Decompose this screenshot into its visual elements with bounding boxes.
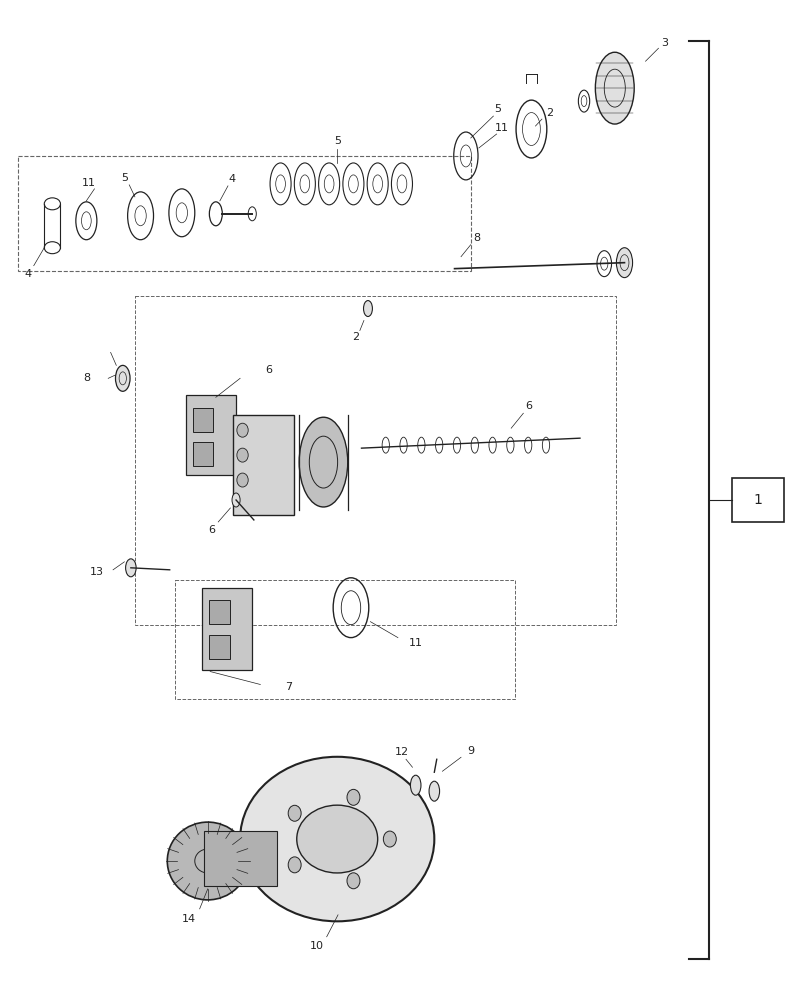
Circle shape bbox=[237, 423, 248, 437]
Bar bbox=[135, 296, 616, 625]
Text: 13: 13 bbox=[90, 567, 104, 577]
Text: 5: 5 bbox=[121, 173, 128, 183]
Text: 8: 8 bbox=[83, 373, 90, 383]
Ellipse shape bbox=[232, 493, 240, 507]
Bar bbox=[202, 588, 252, 670]
Circle shape bbox=[288, 805, 301, 821]
Text: 10: 10 bbox=[310, 941, 324, 951]
Bar bbox=[233, 415, 293, 515]
Ellipse shape bbox=[428, 781, 439, 801]
Ellipse shape bbox=[167, 822, 248, 900]
Circle shape bbox=[237, 448, 248, 462]
Text: 11: 11 bbox=[408, 638, 423, 648]
Text: 4: 4 bbox=[228, 174, 235, 184]
Ellipse shape bbox=[616, 248, 632, 278]
Text: 14: 14 bbox=[182, 914, 196, 924]
Bar bbox=[209, 635, 230, 659]
Bar bbox=[732, 478, 783, 522]
Bar bbox=[18, 156, 470, 271]
Bar bbox=[186, 395, 236, 475]
Bar bbox=[193, 442, 213, 466]
Text: 9: 9 bbox=[466, 746, 474, 756]
Ellipse shape bbox=[594, 52, 633, 124]
Bar bbox=[209, 600, 230, 624]
Text: 2: 2 bbox=[546, 108, 553, 118]
Circle shape bbox=[383, 831, 396, 847]
Text: 11: 11 bbox=[494, 123, 508, 133]
Circle shape bbox=[288, 857, 301, 873]
Text: 1: 1 bbox=[753, 493, 762, 507]
Text: 11: 11 bbox=[82, 178, 96, 188]
Text: 5: 5 bbox=[333, 136, 341, 146]
Circle shape bbox=[237, 473, 248, 487]
Text: 4: 4 bbox=[24, 269, 32, 279]
Text: 7: 7 bbox=[285, 682, 292, 692]
Ellipse shape bbox=[240, 757, 434, 921]
Circle shape bbox=[346, 789, 359, 805]
Bar bbox=[193, 408, 213, 432]
Text: 2: 2 bbox=[352, 332, 359, 342]
Ellipse shape bbox=[126, 559, 136, 577]
Bar bbox=[175, 580, 515, 699]
Text: 12: 12 bbox=[394, 747, 409, 757]
Text: 8: 8 bbox=[472, 233, 479, 243]
Text: 3: 3 bbox=[661, 38, 667, 48]
Ellipse shape bbox=[410, 775, 420, 795]
Bar bbox=[204, 831, 277, 886]
Circle shape bbox=[346, 873, 359, 889]
Text: 6: 6 bbox=[208, 525, 215, 535]
Ellipse shape bbox=[115, 365, 130, 391]
Text: 6: 6 bbox=[525, 401, 532, 411]
Ellipse shape bbox=[363, 301, 372, 317]
Text: 5: 5 bbox=[493, 104, 500, 114]
Ellipse shape bbox=[296, 805, 377, 873]
Ellipse shape bbox=[298, 417, 347, 507]
Text: 6: 6 bbox=[264, 365, 272, 375]
